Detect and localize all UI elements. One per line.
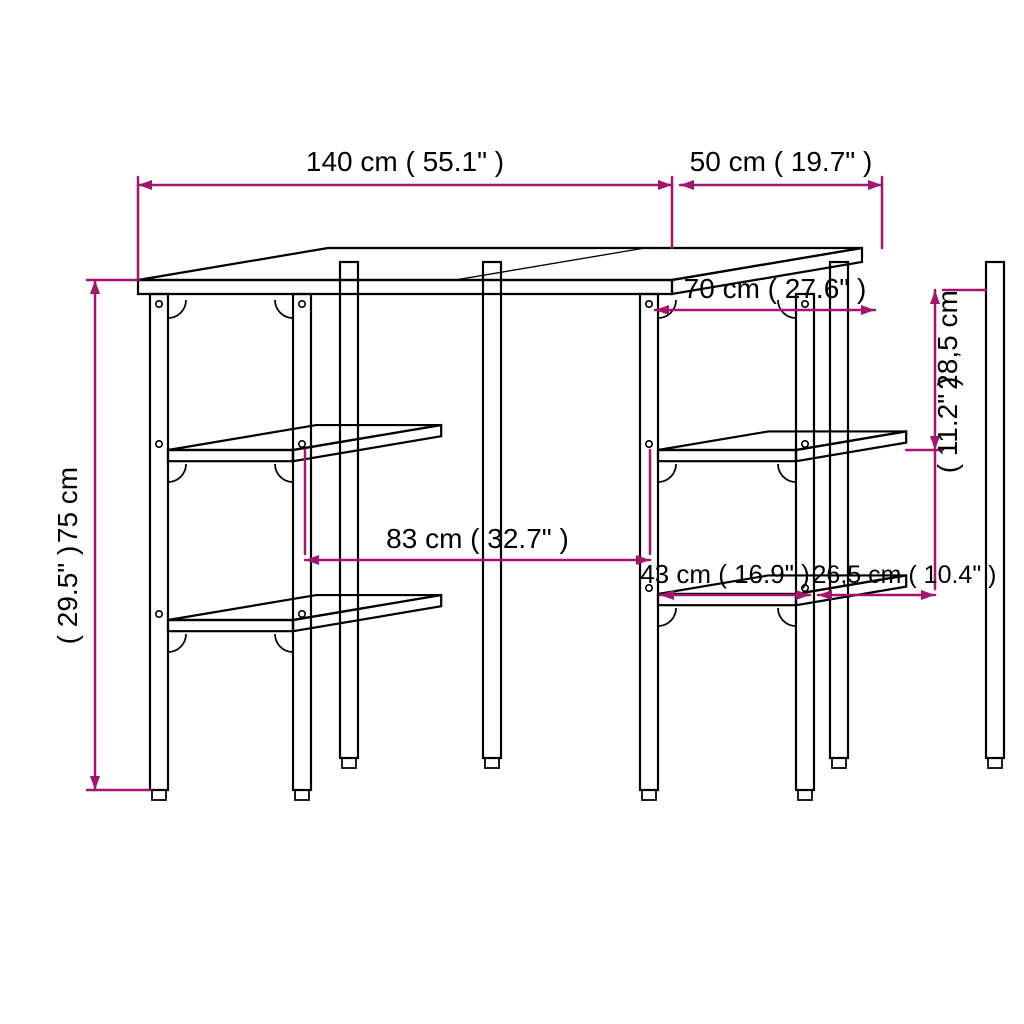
dim-height-75-a: 75 cm — [52, 467, 83, 543]
dim-depth-70: 70 cm ( 27.6" ) — [684, 273, 867, 304]
dim-depth-50: 50 cm ( 19.7" ) — [690, 146, 873, 177]
dim-width-140: 140 cm ( 55.1" ) — [306, 146, 504, 177]
dim-height-285-b: ( 11.2" ) — [932, 377, 963, 474]
desk-outline — [138, 248, 1004, 800]
dim-depth-43: 43 cm ( 16.9" ) — [640, 559, 810, 589]
dim-height-75-b: ( 29.5" ) — [52, 546, 83, 645]
dim-height-285-a: 28,5 cm — [932, 290, 963, 390]
dim-depth-265: 26,5 cm ( 10.4" ) — [813, 561, 997, 589]
dim-mid-83: 83 cm ( 32.7" ) — [386, 523, 569, 554]
